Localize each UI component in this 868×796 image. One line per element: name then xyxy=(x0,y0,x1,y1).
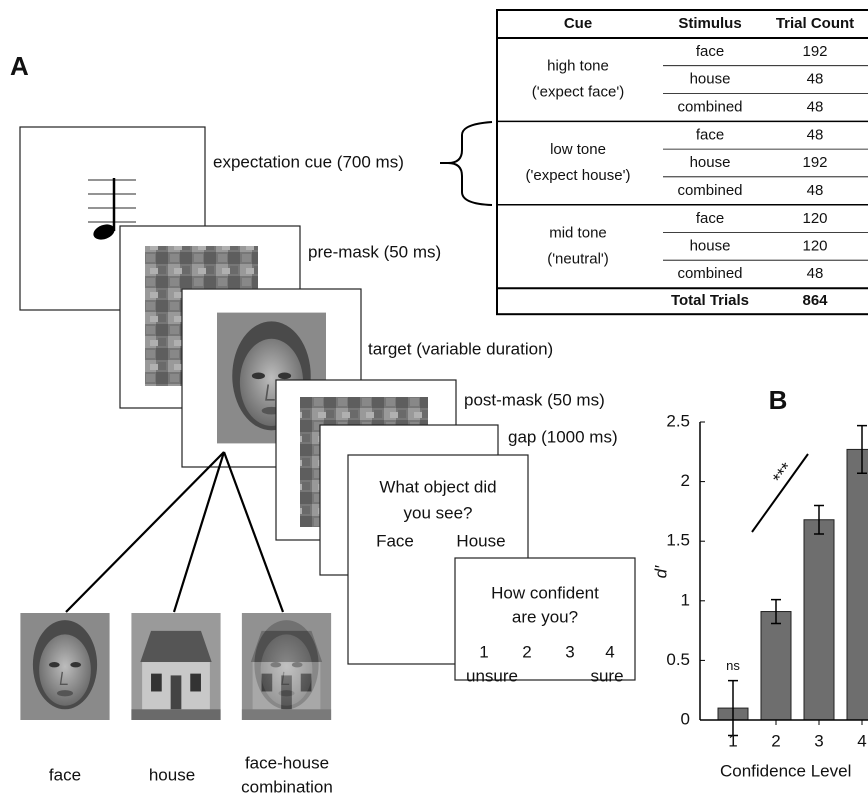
table-cell: 120 xyxy=(802,210,827,227)
table-cell: 48 xyxy=(807,98,824,115)
table-cell: face xyxy=(696,126,724,143)
scale-number: 4 xyxy=(605,642,614,661)
confidence-card xyxy=(454,557,636,681)
x-axis-label: Confidence Level xyxy=(720,761,851,780)
error-bar xyxy=(728,679,738,737)
table-cell: 48 xyxy=(807,182,824,199)
table-cell: 48 xyxy=(807,126,824,143)
error-bar xyxy=(857,424,867,475)
confidence-text: How confident xyxy=(491,583,599,602)
staff xyxy=(88,178,136,231)
cue-text: mid tone xyxy=(549,224,607,241)
panel-label: A xyxy=(10,51,29,81)
confidence-text: are you? xyxy=(512,607,578,626)
table-cell: combined xyxy=(677,98,742,115)
table-header: Cue xyxy=(564,15,592,32)
table: Cue Stimulus Trial Count high tone ('expect … xyxy=(496,9,868,316)
stimulus-label: house xyxy=(149,765,195,784)
chart: B 0 0.5 1 1.5 2 2.5 d′ Confidence Level 1 ns 2 3 4 *** xyxy=(651,385,868,780)
scale-anchor: unsure xyxy=(466,666,518,685)
stimulus-image xyxy=(131,613,221,720)
scale-number: 1 xyxy=(479,642,488,661)
scale-number: 2 xyxy=(522,642,531,661)
y-tick-label: 1 xyxy=(681,590,690,609)
table-cell: 48 xyxy=(807,71,824,88)
table-cell: 192 xyxy=(802,43,827,60)
stage-label: pre-mask (50 ms) xyxy=(308,242,441,261)
stage-label: gap (1000 ms) xyxy=(508,427,618,446)
y-tick-label: 2.5 xyxy=(666,411,690,430)
question-text: you see? xyxy=(404,503,473,522)
table-cell: face xyxy=(696,43,724,60)
scale-number: 3 xyxy=(565,642,574,661)
question-text: What object did xyxy=(379,477,496,496)
y-tick-label: 1.5 xyxy=(666,531,690,550)
table-cell: house xyxy=(690,71,731,88)
table-header: Stimulus xyxy=(678,15,741,32)
stimulus-label: face-house xyxy=(245,753,329,772)
option: House xyxy=(456,531,505,550)
stimulus-label: face xyxy=(49,765,81,784)
cue-text: ('neutral') xyxy=(547,250,609,267)
trend-label: *** xyxy=(769,459,798,488)
y-axis-label: d′ xyxy=(651,565,670,578)
table-total: 864 xyxy=(802,292,828,309)
table-cell: house xyxy=(690,237,731,254)
table-cell: face xyxy=(696,210,724,227)
table-cell: combined xyxy=(677,265,742,282)
table-cell: 48 xyxy=(807,265,824,282)
y-tick-label: 0.5 xyxy=(666,650,690,669)
bar xyxy=(846,448,868,721)
bar xyxy=(803,519,835,721)
cue-text: ('expect face') xyxy=(532,84,624,101)
stimulus-image xyxy=(19,613,111,720)
y-tick-label: 0 xyxy=(681,709,690,728)
option: Face xyxy=(376,531,414,550)
cue-text: high tone xyxy=(547,58,609,75)
table-total: Total Trials xyxy=(671,292,749,309)
stimulus-image xyxy=(241,613,332,720)
error-bar xyxy=(771,598,781,625)
stage-label: expectation cue (700 ms) xyxy=(213,152,404,171)
bar xyxy=(760,611,792,721)
y-tick-label: 2 xyxy=(681,471,690,490)
cue-text: ('expect house') xyxy=(526,167,631,184)
x-tick-label: 4 xyxy=(857,731,866,750)
table-cell: 120 xyxy=(802,237,827,254)
x-tick-label: 1 xyxy=(728,731,737,750)
cue-text: low tone xyxy=(550,141,606,158)
brace xyxy=(440,121,493,206)
table-cell: house xyxy=(690,154,731,171)
x-tick-label: 2 xyxy=(771,731,780,750)
table-header: Trial Count xyxy=(776,15,854,32)
stimulus-label: combination xyxy=(241,777,333,796)
error-bar xyxy=(814,504,824,535)
connectors xyxy=(65,451,285,613)
scale-anchor: sure xyxy=(590,666,623,685)
note-head xyxy=(93,224,115,240)
bar-label: ns xyxy=(726,658,740,673)
table-border xyxy=(496,9,868,316)
table-cell: combined xyxy=(677,182,742,199)
x-tick-label: 3 xyxy=(814,731,823,750)
stage-label: post-mask (50 ms) xyxy=(464,390,605,409)
stage-label: target (variable duration) xyxy=(368,339,553,358)
table-cell: 192 xyxy=(802,154,827,171)
trend-line xyxy=(751,453,809,533)
panel-label: B xyxy=(769,385,788,415)
